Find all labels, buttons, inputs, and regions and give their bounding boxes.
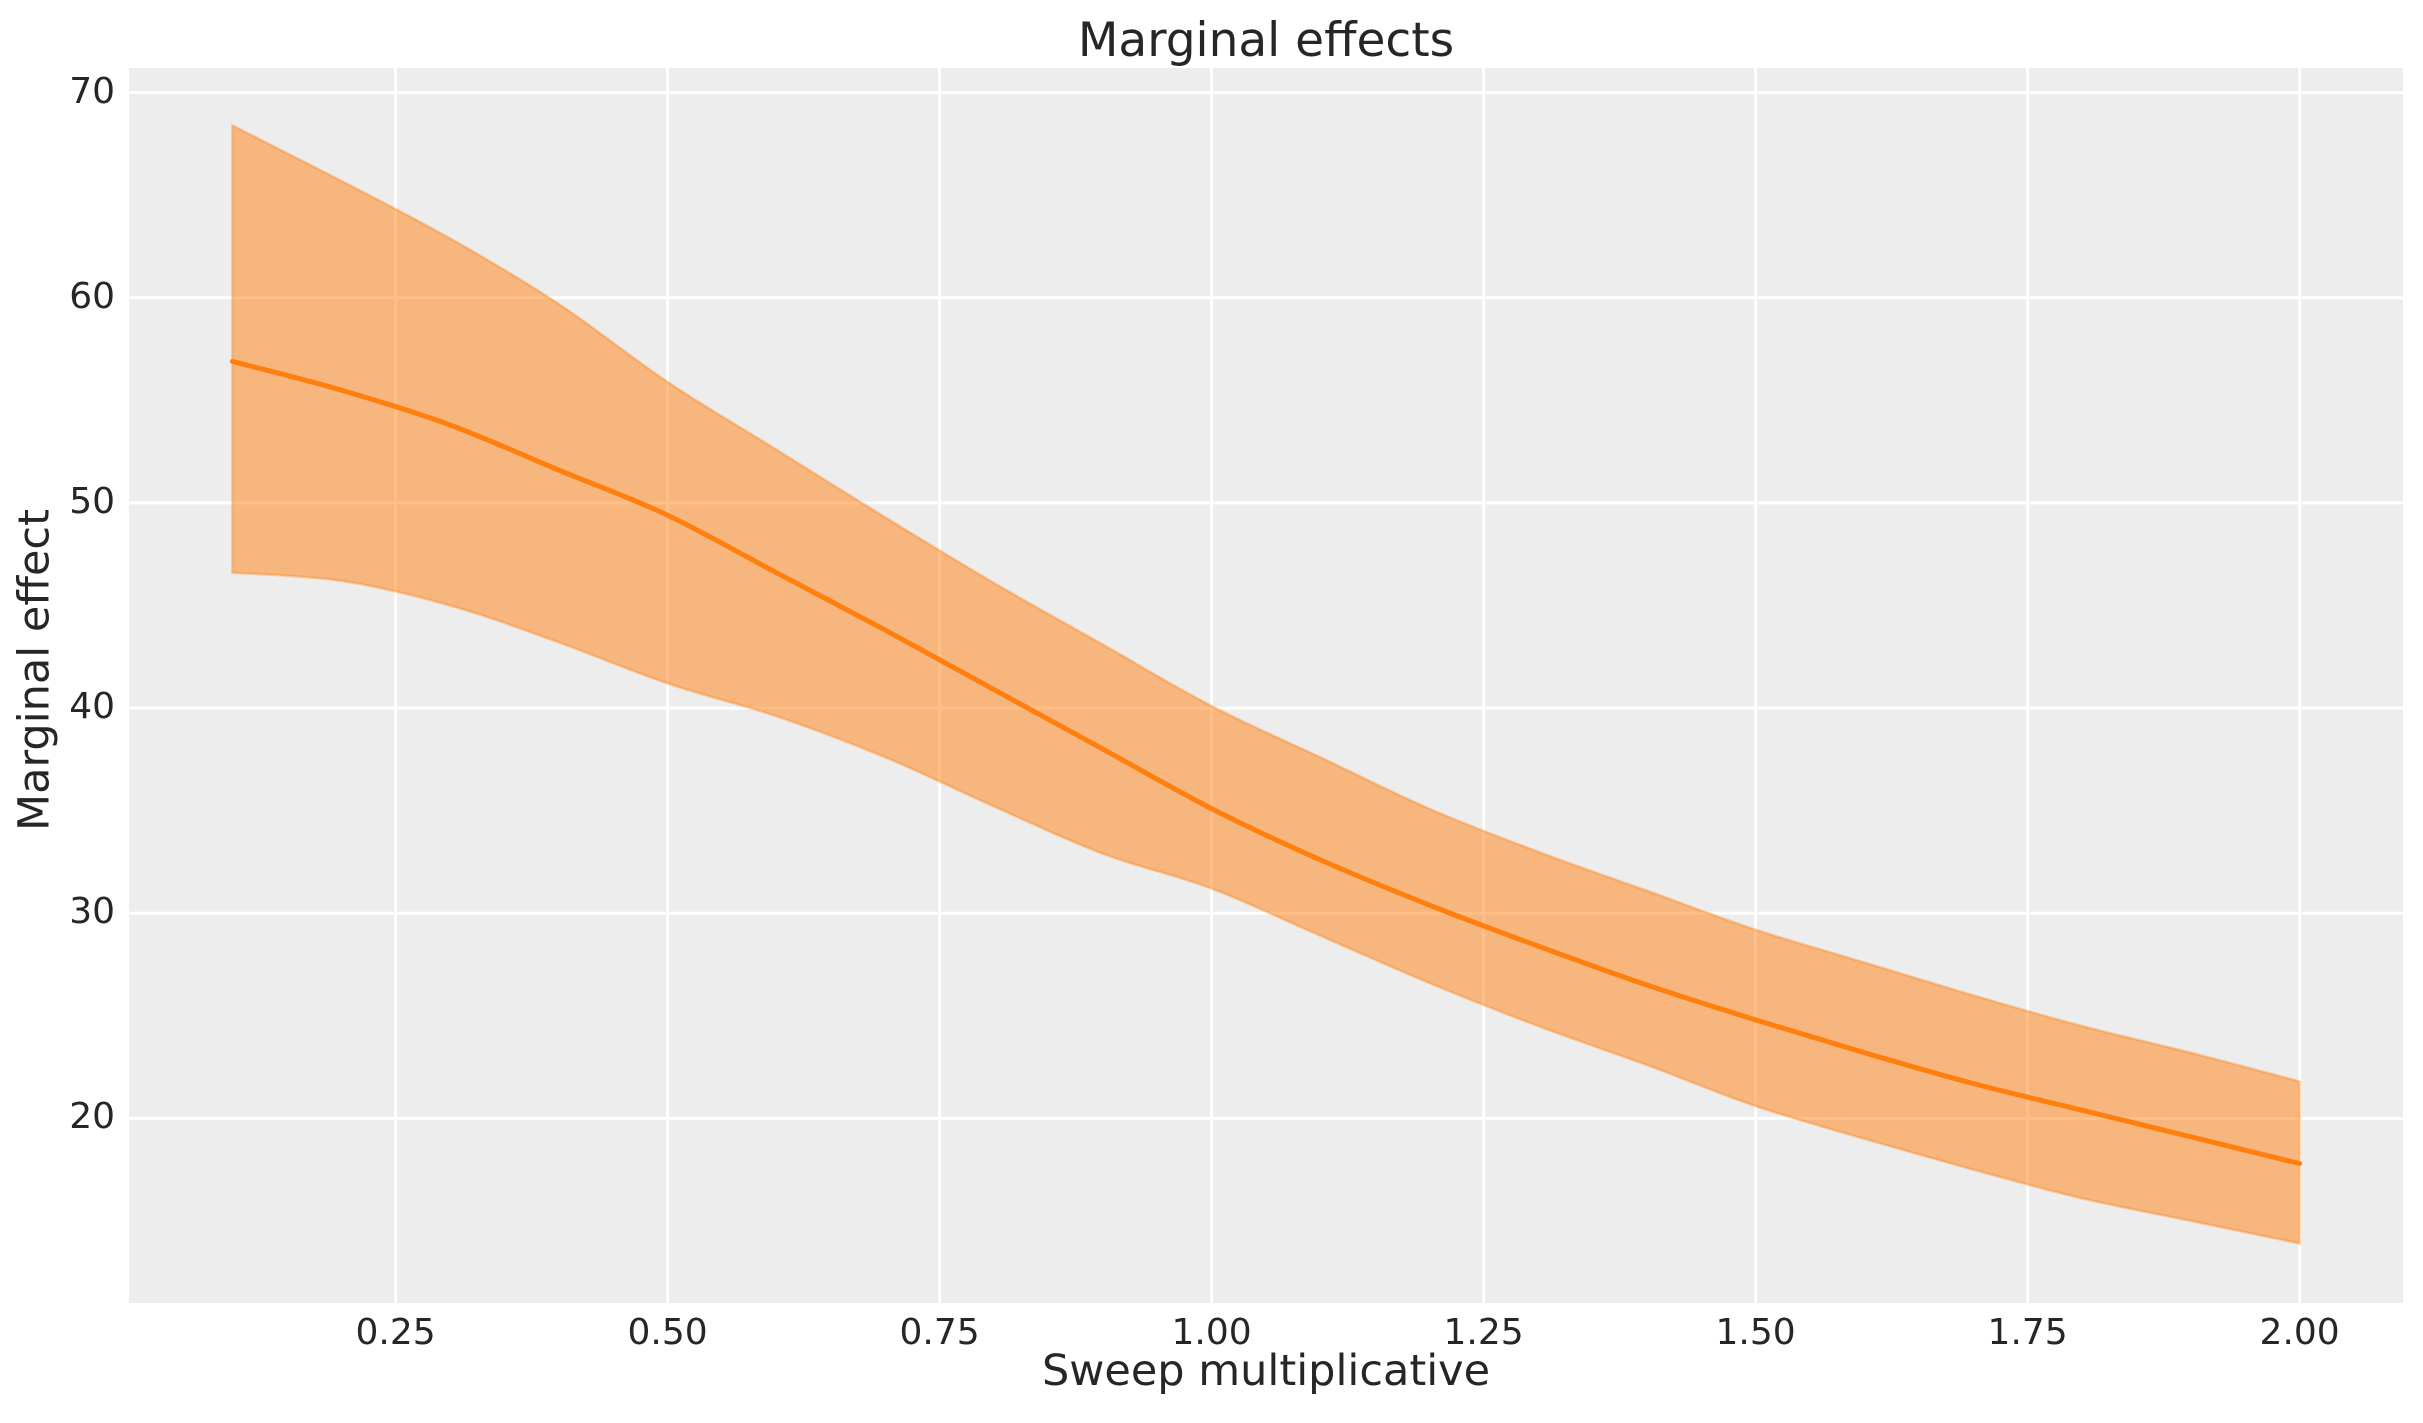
x-tick-label: 0.50 [627,1312,708,1353]
y-tick-label: 50 [69,480,115,522]
x-tick-label: 2.00 [2259,1312,2340,1353]
y-tick-label: 70 [69,70,115,112]
x-tick-label: 1.50 [1715,1312,1796,1353]
x-tick-label: 1.00 [1171,1312,1252,1353]
x-tick-label: 1.25 [1443,1312,1524,1353]
x-tick-label: 0.75 [899,1312,980,1353]
mean-line [229,358,2303,1166]
confidence-band [231,123,2301,1246]
y-tick-label: 30 [69,891,115,933]
y-axis-label: Marginal effect [9,508,60,831]
y-tick-label: 40 [69,685,115,727]
chart-title: Marginal effects [1077,13,1455,68]
x-tick-label: 1.75 [1987,1312,2068,1353]
y-tick-label: 20 [69,1096,115,1138]
x-axis-label: Sweep multiplicative [1041,1346,1491,1396]
y-tick-label: 60 [69,275,115,317]
x-tick-label: 0.25 [355,1312,436,1353]
